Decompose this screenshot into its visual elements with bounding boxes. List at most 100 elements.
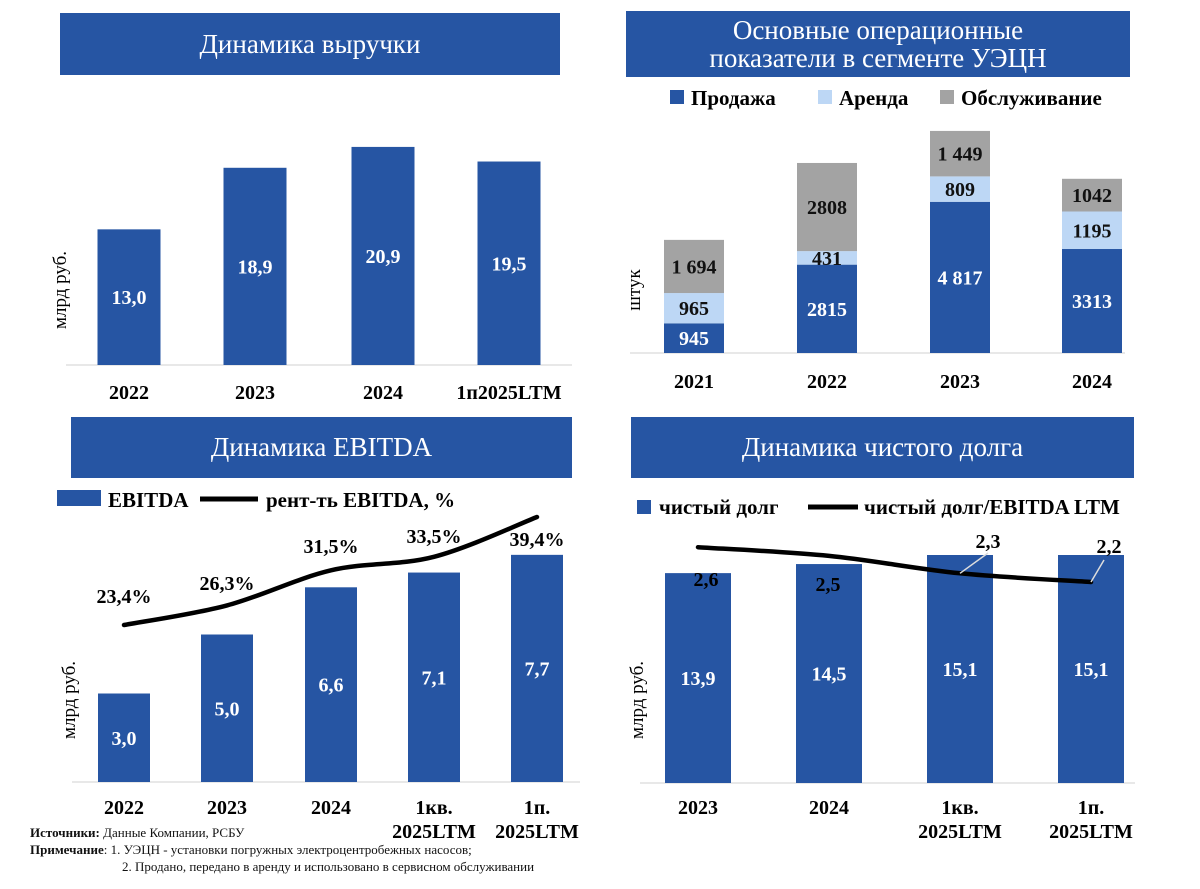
ops-x-tick: 2024 [1072, 371, 1112, 393]
revenue-bar [223, 167, 287, 365]
legend-label: чистый долг [659, 495, 779, 519]
ebitda-bar-label: 6,6 [319, 675, 344, 697]
segment-label: 2815 [807, 299, 847, 321]
segment-label: 3313 [1072, 291, 1112, 313]
leverage-point-label: 2,3 [976, 531, 1001, 553]
segment-label: 1 449 [938, 144, 983, 166]
revenue-chart-title: Динамика выручки [60, 13, 560, 75]
ops-chart-title: Основные операционные показатели в сегме… [626, 11, 1130, 77]
legend-label: Аренда [839, 86, 909, 110]
debt-bar-label: 15,1 [943, 659, 978, 681]
debt-chart-title: Динамика чистого долга [631, 417, 1134, 478]
ebitda-bar [408, 572, 460, 782]
debt-bar [1058, 555, 1124, 783]
legend-label: рент-ть EBITDA, % [266, 488, 455, 512]
ebitda-bar [511, 554, 563, 782]
revenue-bar [351, 146, 415, 365]
ops-x-tick: 2023 [940, 371, 980, 393]
revenue-x-tick: 2022 [109, 382, 149, 404]
ebitda-bar-label: 3,0 [112, 728, 137, 750]
legend-swatch [57, 490, 101, 506]
ebitda-bar-label: 7,1 [422, 667, 447, 689]
ebitda-bar [201, 634, 253, 782]
legend-label: EBITDA [108, 488, 189, 512]
note-label: Примечание [30, 842, 104, 857]
y-axis-label: млрд руб. [50, 251, 71, 329]
debt-bar-label: 14,5 [812, 664, 847, 686]
debt-x-tick: 2024 [809, 797, 849, 819]
debt-x-tick: 2023 [678, 797, 718, 819]
revenue-bar-label: 19,5 [492, 253, 527, 275]
sources-label: Источники: [30, 825, 100, 840]
revenue-bar [97, 229, 161, 365]
segment-label: 1 694 [672, 256, 717, 278]
legend-label: Обслуживание [961, 86, 1102, 110]
segment-label: 809 [945, 179, 975, 201]
y-axis-label: млрд руб. [627, 661, 648, 739]
ops-x-tick: 2021 [674, 371, 714, 393]
debt-x-tick: 1кв. [941, 797, 978, 819]
ebitda-x-tick: 2025LTM [392, 821, 476, 843]
stacked-segment [1062, 211, 1122, 250]
ebitda-x-tick: 2025LTM [495, 821, 579, 843]
footnotes: Источники: Данные Компании, РСБУ Примеча… [30, 824, 534, 875]
margin-point-label: 26,3% [200, 573, 255, 595]
segment-label: 965 [679, 298, 709, 320]
debt-x-tick: 2025LTM [918, 821, 1002, 843]
ebitda-x-tick: 2023 [207, 797, 247, 819]
ebitda-chart-title: Динамика EBITDA [71, 417, 572, 478]
margin-point-label: 23,4% [97, 586, 152, 608]
stacked-segment [1062, 249, 1122, 353]
debt-bar [796, 564, 862, 783]
revenue-x-tick: 2024 [363, 382, 403, 404]
revenue-bar-label: 13,0 [112, 287, 147, 309]
sources-text: Данные Компании, РСБУ [103, 825, 245, 840]
segment-label: 945 [679, 328, 709, 350]
debt-bar [927, 555, 993, 783]
revenue-x-tick: 1п2025LTM [456, 382, 561, 404]
segment-label: 2808 [807, 197, 847, 219]
ebitda-margin-line [121, 514, 540, 628]
margin-point-label: 33,5% [407, 526, 462, 548]
ebitda-bar-label: 5,0 [215, 698, 240, 720]
ebitda-x-tick: 1кв. [415, 797, 452, 819]
stacked-segment [797, 162, 857, 252]
stacked-segment [664, 293, 724, 324]
stacked-segment [664, 239, 724, 294]
revenue-bar [477, 161, 541, 365]
ebitda-bar-label: 7,7 [525, 658, 550, 680]
legend-swatch [818, 90, 832, 104]
stacked-segment [797, 264, 857, 353]
ebitda-x-tick: 1п. [524, 797, 551, 819]
segment-label: 4 817 [938, 267, 983, 289]
ebitda-x-tick: 2022 [104, 797, 144, 819]
leverage-point-label: 2,2 [1097, 536, 1122, 558]
stacked-segment [1062, 178, 1122, 212]
leverage-point-label: 2,5 [816, 574, 841, 596]
stacked-segment [664, 323, 724, 353]
stacked-segment [930, 130, 990, 177]
stacked-segment [797, 251, 857, 265]
ebitda-bar [98, 693, 150, 782]
legend-swatch [670, 90, 684, 104]
ops-x-tick: 2022 [807, 371, 847, 393]
y-axis-label: млрд руб. [59, 661, 80, 739]
leverage-line [695, 544, 1094, 585]
note-line-1: : 1. УЭЦН - установки погружных электроц… [103, 842, 472, 857]
legend-label: Продажа [691, 86, 776, 110]
ebitda-x-tick: 2024 [311, 797, 351, 819]
stacked-segment [930, 176, 990, 202]
legend-swatch [637, 500, 651, 514]
leader-line [1090, 559, 1105, 583]
debt-x-tick: 2025LTM [1049, 821, 1133, 843]
margin-point-label: 31,5% [304, 536, 359, 558]
leverage-point-label: 2,6 [694, 569, 719, 591]
note-line-2: 2. Продано, передано в аренду и использо… [122, 859, 535, 874]
ebitda-bar [305, 587, 357, 782]
debt-bar-label: 13,9 [681, 668, 716, 690]
segment-label: 1195 [1073, 220, 1112, 242]
revenue-bar-label: 20,9 [366, 246, 401, 268]
legend-label: чистый долг/EBITDA LTM [864, 495, 1120, 519]
stacked-segment [930, 201, 990, 353]
